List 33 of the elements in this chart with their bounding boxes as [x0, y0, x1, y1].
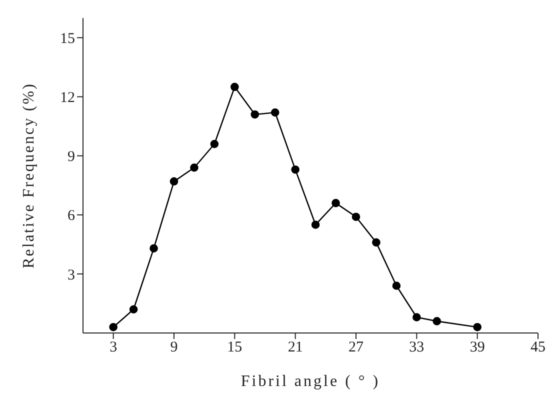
- point: [412, 313, 421, 322]
- x-tick-label: 33: [409, 340, 424, 356]
- point: [150, 244, 158, 252]
- point: [270, 108, 280, 117]
- point: [311, 220, 320, 229]
- y-tick-label: 6: [68, 208, 76, 224]
- point: [230, 82, 239, 92]
- point: [372, 238, 380, 247]
- y-tick-label: 12: [60, 90, 75, 106]
- point: [250, 110, 260, 119]
- y-tick-label: 3: [68, 267, 75, 284]
- point: [291, 165, 300, 174]
- x-tick-label: 21: [288, 340, 303, 356]
- point: [392, 282, 401, 290]
- x-tick-label: 3: [110, 340, 118, 356]
- x-tick-label: 9: [170, 340, 178, 356]
- point: [352, 212, 360, 221]
- point: [129, 305, 138, 314]
- point: [332, 198, 340, 208]
- x-tick-label: 45: [530, 340, 546, 356]
- x-tick-label: 15: [227, 340, 242, 356]
- point: [190, 163, 198, 172]
- point: [432, 317, 442, 326]
- point: [473, 322, 482, 332]
- y-tick-label: 15: [60, 31, 75, 48]
- point: [210, 140, 219, 148]
- x-tick-label: 27: [348, 340, 364, 356]
- y-axis-title: Relative Frequency (%): [20, 82, 38, 268]
- point: [170, 177, 178, 186]
- point: [109, 322, 118, 332]
- x-tick-label: 39: [470, 340, 485, 356]
- x-axis-title: Fibril angle ( ° ): [240, 373, 380, 390]
- y-tick-label: 9: [68, 149, 75, 166]
